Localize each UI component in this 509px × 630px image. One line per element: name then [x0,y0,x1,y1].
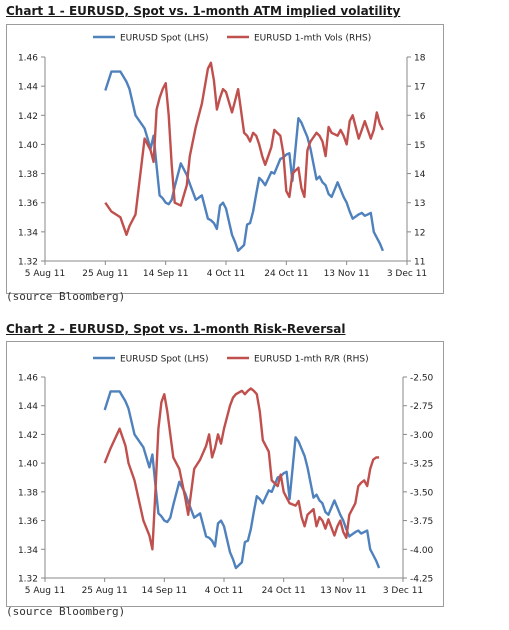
x-tick-label: 4 Oct 11 [205,586,243,596]
x-tick-label: 3 Dec 11 [387,269,427,279]
legend-label: EURUSD 1-mth Vols (RHS) [254,34,371,44]
chart2-title: Chart 2 - EURUSD, Spot vs. 1-month Risk-… [6,322,346,336]
y-right-tick-label: -2.75 [410,402,433,412]
y-right-tick-label: -3.50 [410,488,434,498]
y-right-tick-label: 17 [414,83,425,93]
legend-label: EURUSD Spot (LHS) [120,355,208,365]
y-left-tick-label: 1.34 [18,546,38,556]
y-right-tick-label: 15 [414,141,425,151]
y-right-tick-label: 12 [414,228,425,238]
y-right-tick-label: -3.75 [410,517,433,527]
y-right-tick-label: -4.25 [410,575,433,585]
y-left-tick-label: 1.40 [18,141,38,151]
y-left-tick-label: 1.38 [18,488,38,498]
x-tick-label: 24 Oct 11 [264,269,308,279]
series-line-spot [104,70,385,253]
series-line-spot [103,390,381,570]
chart2-source-note: (source Bloomberg) [6,605,126,618]
y-left-tick-label: 1.44 [18,402,38,412]
x-tick-label: 5 Aug 11 [25,586,65,596]
x-tick-label: 4 Oct 11 [207,269,245,279]
y-left-tick-label: 1.34 [18,228,38,238]
x-tick-label: 24 Oct 11 [262,586,306,596]
y-left-tick-label: 1.32 [18,258,38,268]
y-right-tick-label: 14 [414,170,426,180]
chart2-container: 1.32 1.34 1.36 1.38 1.40 1.42 1.44 1.46 -4.25 -4.… [6,341,444,607]
y-left-tick-label: 1.36 [18,517,38,527]
y-left-tick-label: 1.44 [18,83,38,93]
chart1-container: 1.32 1.34 1.36 1.38 1.40 1.42 1.44 1.46 11 12 13 14… [6,24,444,294]
y-left-tick-label: 1.46 [18,374,38,384]
y-left-tick-label: 1.46 [18,54,38,64]
x-tick-label: 13 Nov 11 [320,586,366,596]
x-tick-label: 25 Aug 11 [82,269,128,279]
x-tick-label: 14 Sep 11 [143,269,189,279]
x-tick-label: 3 Dec 11 [383,586,423,596]
chart1-plot: 1.32 1.34 1.36 1.38 1.40 1.42 1.44 1.46 11 12 13 14… [18,34,427,280]
y-left-tick-label: 1.36 [18,199,38,209]
y-right-tick-label: -3.00 [410,431,434,441]
legend-label: EURUSD 1-mth R/R (RHS) [254,355,369,365]
x-tick-label: 13 Nov 11 [324,269,370,279]
y-right-tick-label: 11 [414,258,425,268]
chart1-source-note: (source Bloomberg) [6,290,126,303]
y-left-tick-label: 1.38 [18,170,38,180]
x-tick-label: 14 Sep 11 [142,586,188,596]
legend-label: EURUSD Spot (LHS) [120,34,208,44]
y-left-tick-label: 1.42 [18,112,38,122]
chart1-title: Chart 1 - EURUSD, Spot vs. 1-month ATM i… [6,4,401,18]
series-line-rhs [104,61,384,237]
y-left-tick-label: 1.42 [18,431,38,441]
y-left-tick-label: 1.32 [18,575,38,585]
y-right-tick-label: -2.50 [410,374,434,384]
x-tick-label: 5 Aug 11 [25,269,65,279]
chart2-plot: 1.32 1.34 1.36 1.38 1.40 1.42 1.44 1.46 -4.25 -4.… [18,355,434,597]
series-line-rhs [103,387,380,551]
y-right-tick-label: 13 [414,199,425,209]
x-tick-label: 25 Aug 11 [82,586,128,596]
y-right-tick-label: 18 [414,54,426,64]
y-left-tick-label: 1.40 [18,460,38,470]
y-right-tick-label: -4.00 [410,546,434,556]
y-right-tick-label: 16 [414,112,426,122]
y-right-tick-label: -3.25 [410,460,433,470]
